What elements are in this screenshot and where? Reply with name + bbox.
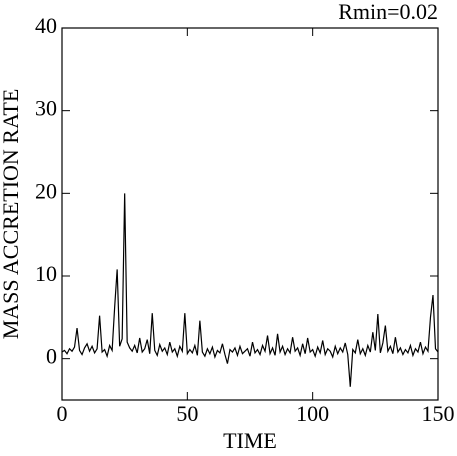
y-tick-label: 40 — [35, 13, 57, 38]
y-tick-label: 10 — [35, 261, 57, 286]
y-tick-label: 30 — [35, 96, 57, 121]
data-line — [61, 193, 439, 387]
x-tick-label: 150 — [422, 401, 455, 426]
y-axis-label: MASS ACCRETION RATE — [0, 89, 23, 340]
x-axis-label: TIME — [223, 428, 277, 453]
x-tick-label: 50 — [176, 401, 198, 426]
x-tick-label: 100 — [296, 401, 329, 426]
annotation: Rmin=0.02 — [338, 0, 438, 24]
y-tick-label: 0 — [46, 344, 57, 369]
x-tick-label: 0 — [57, 401, 68, 426]
plot-frame — [61, 27, 439, 401]
y-tick-label: 20 — [35, 178, 57, 203]
